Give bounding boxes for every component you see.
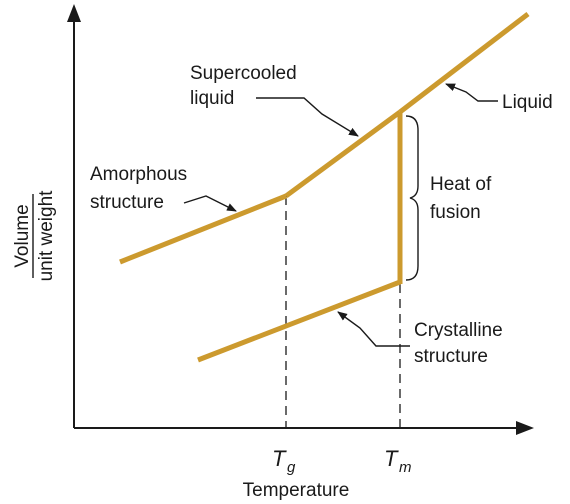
crystalline-curve <box>197 279 401 363</box>
tick-tg: T g <box>272 446 296 476</box>
crystalline-label-line1: Crystalline <box>414 320 503 341</box>
crystalline-leader <box>337 311 410 347</box>
amorphous-curve <box>119 193 287 265</box>
crystalline-label-line2: structure <box>414 346 488 367</box>
tick-tm-main: T <box>384 446 399 471</box>
curves <box>119 12 530 363</box>
supercooled-label-line2: liquid <box>190 88 234 109</box>
fusion-bracket <box>405 115 419 281</box>
heat-label-line1: Heat of <box>430 174 492 195</box>
tick-tg-main: T <box>272 446 287 471</box>
liquid-leader <box>445 83 498 102</box>
amorphous-label-line2: structure <box>90 192 164 213</box>
y-label-denominator: unit weight <box>36 190 57 282</box>
liquid-label: Liquid <box>502 92 553 113</box>
liquid-curve <box>398 12 530 114</box>
axes <box>67 4 534 435</box>
tick-tm-sub: m <box>399 459 412 476</box>
x-axis-label: Temperature <box>243 480 350 501</box>
y-axis-label: Volume unit weight <box>12 190 57 282</box>
amorphous-label-line1: Amorphous <box>90 164 187 185</box>
supercooled-liquid-curve <box>284 109 402 199</box>
y-label-numerator: Volume <box>12 204 33 267</box>
tick-tm: T m <box>384 446 412 476</box>
y-axis-arrow <box>67 4 81 22</box>
heat-label-line2: fusion <box>430 202 481 223</box>
amorphous-leader <box>183 195 237 212</box>
supercooled-leader <box>256 97 359 137</box>
supercooled-label-line1: Supercooled <box>190 63 297 84</box>
x-axis-arrow <box>516 421 534 435</box>
tick-tg-sub: g <box>287 459 296 476</box>
